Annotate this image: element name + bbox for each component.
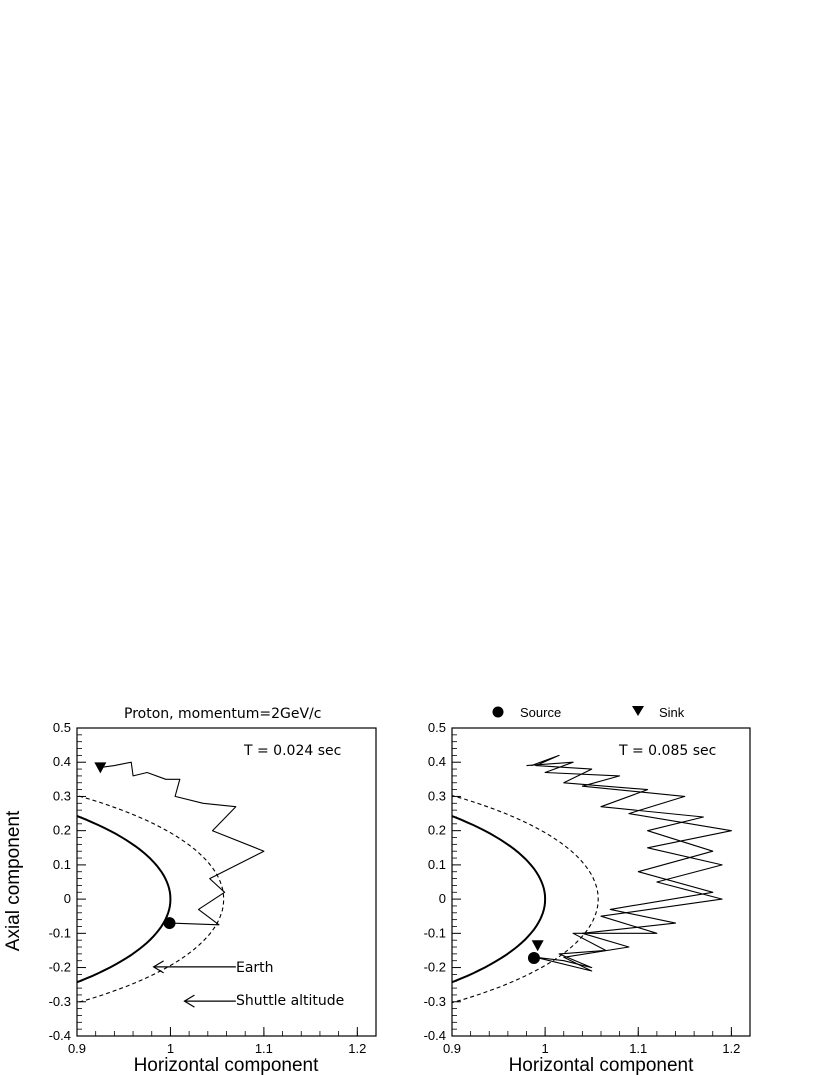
x-tick-label: 1: [542, 1041, 549, 1056]
annotation-arrow-head: [183, 994, 195, 1008]
plot-area: [77, 761, 265, 1004]
time-annotation-left: T = 0.024 sec: [243, 743, 341, 759]
y-tick-label: 0.1: [53, 857, 71, 872]
left-panel: T = 0.024 sec Horizontal component Axial…: [3, 720, 377, 1075]
y-axis-title: Axial component: [3, 810, 24, 951]
figure-title: Proton, momentum=2GeV/c: [124, 706, 321, 722]
particle-trajectory: [100, 761, 265, 926]
earth-field-line: [77, 814, 172, 984]
y-tick-label: -0.2: [49, 960, 71, 975]
y-tick-label: -0.2: [424, 960, 446, 975]
y-tick-label: -0.3: [424, 994, 446, 1009]
x-tick-label: 1.1: [629, 1041, 647, 1056]
earth-annotation: Earth: [236, 960, 274, 976]
x-tick-label: 1: [167, 1041, 174, 1056]
y-tick-label: 0: [64, 891, 71, 906]
legend-source-marker: [492, 706, 504, 718]
x-axis-title-left: Horizontal component: [134, 1055, 320, 1075]
particle-trajectory: [531, 754, 714, 972]
legend-sink-marker: [632, 706, 644, 716]
sink-marker: [94, 762, 107, 774]
legend-source-label: Source: [520, 705, 561, 720]
y-tick-label: 0.3: [53, 788, 71, 803]
x-axis-title-right: Horizontal component: [509, 1055, 695, 1075]
annotation-arrow-head: [152, 960, 164, 974]
y-tick-label: 0.5: [53, 720, 71, 735]
y-tick-label: -0.4: [424, 1028, 446, 1043]
plot-area: [452, 754, 732, 1004]
shuttle-altitude-line: [452, 794, 599, 1004]
y-tick-label: 0.3: [428, 788, 446, 803]
y-tick-label: 0.2: [428, 823, 446, 838]
y-tick-label: 0.4: [53, 754, 71, 769]
x-tick-label: 0.9: [443, 1041, 461, 1056]
right-panel: T = 0.085 sec Horizontal component -0.4 -…: [424, 720, 751, 1075]
source-marker: [527, 951, 540, 964]
x-tick-label: 0.9: [68, 1041, 86, 1056]
y-tick-label: 0.4: [428, 754, 446, 769]
y-tick-label: -0.1: [49, 925, 71, 940]
y-tick-label: -0.4: [49, 1028, 71, 1043]
shuttle-altitude-annotation: Shuttle altitude: [236, 993, 344, 1009]
y-tick-label: 0.2: [53, 823, 71, 838]
x-tick-label: 1.1: [255, 1041, 273, 1056]
y-tick-label: 0.5: [428, 720, 446, 735]
particle-trajectory: [526, 761, 732, 969]
sink-marker: [531, 940, 544, 952]
earth-field-line: [452, 814, 547, 984]
time-annotation-right: T = 0.085 sec: [618, 743, 716, 759]
x-tick-label: 1.2: [722, 1041, 740, 1056]
x-tick-label: 1.2: [348, 1041, 366, 1056]
legend-sink-label: Sink: [659, 705, 685, 720]
y-tick-label: 0.1: [428, 857, 446, 872]
plot-frame: [451, 727, 751, 1037]
y-tick-label: -0.1: [424, 925, 446, 940]
source-marker: [163, 917, 176, 930]
shuttle-altitude-line: [77, 794, 225, 1004]
y-tick-label: -0.3: [49, 994, 71, 1009]
y-tick-label: 0: [439, 891, 446, 906]
plot-frame: [76, 727, 377, 1037]
